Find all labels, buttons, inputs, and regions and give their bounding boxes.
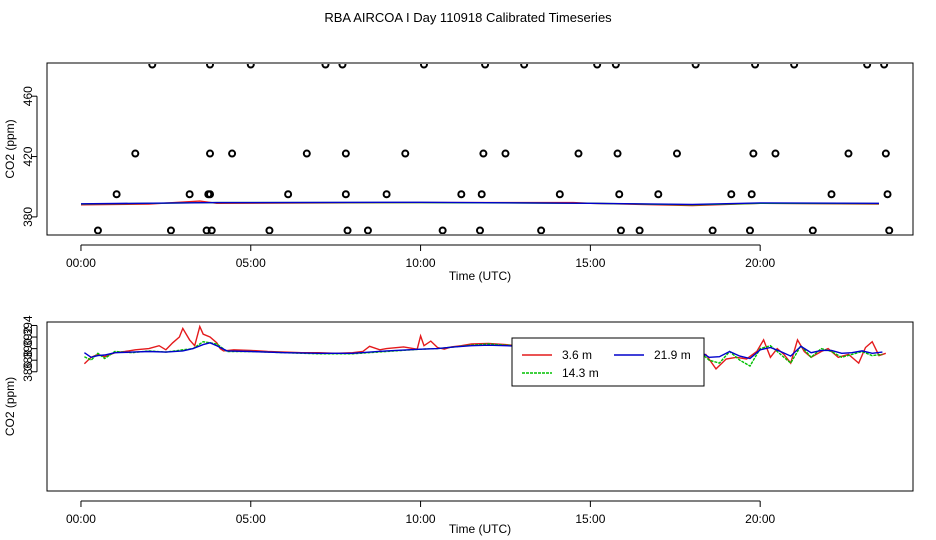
calibration-point <box>265 226 274 234</box>
calibration-point <box>790 64 799 69</box>
calibration-point <box>745 226 754 234</box>
x-tick-label: 15:00 <box>575 512 605 526</box>
series-line <box>84 340 883 374</box>
calibration-point <box>749 149 758 158</box>
calibration-point <box>635 226 644 234</box>
calibration-point <box>615 190 624 199</box>
calibration-point <box>477 190 486 199</box>
calibration-point <box>885 226 894 234</box>
calibration-point <box>112 190 121 199</box>
calibration-point <box>863 64 872 69</box>
calibration-point <box>246 64 255 69</box>
x-tick-label: 00:00 <box>66 512 96 526</box>
plot-frame <box>46 321 914 492</box>
x-tick-label: 15:00 <box>575 256 605 270</box>
calibration-point <box>672 149 681 158</box>
calibration-point <box>481 64 490 69</box>
calibration-point <box>771 149 780 158</box>
calibration-point <box>883 190 892 199</box>
calibration-point <box>321 64 330 69</box>
calibration-point <box>343 226 352 234</box>
calibration-point <box>827 190 836 199</box>
series-line <box>80 201 880 206</box>
y-tick-label: 394 <box>21 315 35 335</box>
calibration-point <box>880 64 889 69</box>
calibration-point <box>476 226 484 234</box>
legend-box <box>511 337 705 387</box>
calibration-point <box>438 226 447 234</box>
calibration-point <box>401 149 410 158</box>
calibration-point <box>844 149 853 158</box>
y-tick-label: 392 <box>21 327 35 347</box>
calibration-point <box>708 226 717 234</box>
x-tick-label: 10:00 <box>406 512 436 526</box>
data-layer <box>83 324 887 375</box>
x-tick-label: 20:00 <box>745 512 775 526</box>
plot-frame <box>46 62 914 236</box>
calibration-point <box>382 190 391 199</box>
calibration-point <box>727 190 736 199</box>
calibration-point <box>537 226 546 234</box>
calibration-point <box>574 149 583 158</box>
x-tick-label: 05:00 <box>236 256 266 270</box>
legend-label: 3.6 m <box>562 348 592 362</box>
y-tick-label: 388 <box>21 350 35 370</box>
chart-panel-1: 00:00 05:00 10:00 15:00 20:00 Time (UTC) 380 42… <box>3 62 914 283</box>
calibration-point <box>341 149 350 158</box>
calibration-point <box>363 226 372 234</box>
legend-label: 21.9 m <box>654 348 691 362</box>
calibration-point <box>207 226 216 234</box>
calibration-point <box>611 64 620 69</box>
calibration-point <box>881 149 890 158</box>
calibration-point <box>185 190 194 199</box>
calibration-point <box>148 64 157 69</box>
series-line <box>84 342 883 366</box>
calibration-point <box>479 149 488 158</box>
calibration-point <box>520 64 529 69</box>
calibration-point <box>613 149 622 158</box>
y-tick-label: 386 <box>21 361 35 381</box>
y-tick-label: 420 <box>21 146 35 166</box>
calibration-point <box>555 190 564 199</box>
calibration-point <box>419 64 428 69</box>
y-axis-label: CO2 (ppm) <box>3 119 17 178</box>
x-axis-label: Time (UTC) <box>449 269 511 283</box>
calibration-point <box>302 149 311 158</box>
x-tick-label: 10:00 <box>406 256 436 270</box>
y-tick-label: 380 <box>21 207 35 227</box>
calibration-point <box>751 64 760 69</box>
x-tick-label: 00:00 <box>66 256 96 270</box>
calibration-point <box>338 64 347 69</box>
data-layer <box>80 64 894 234</box>
calibration-point <box>341 190 350 199</box>
calibration-point <box>93 226 102 234</box>
calibration-point <box>808 226 817 234</box>
calibration-point <box>457 190 466 199</box>
calibration-point <box>654 190 663 199</box>
calibration-point <box>228 149 237 158</box>
legend: 3.6 m 14.3 m 21.9 m <box>511 337 705 387</box>
legend-label: 14.3 m <box>562 366 599 380</box>
page-title: RBA AIRCOA I Day 110918 Calibrated Times… <box>324 10 612 25</box>
calibration-point <box>691 64 700 69</box>
chart-panel-2: 00:00 05:00 10:00 15:00 20:00 Time (UTC) 38638… <box>3 315 914 536</box>
series-line <box>83 324 887 375</box>
x-tick-label: 05:00 <box>236 512 266 526</box>
x-axis-label: Time (UTC) <box>449 522 511 536</box>
y-tick-label: 390 <box>21 338 35 358</box>
y-axis-label: CO2 (ppm) <box>3 377 17 436</box>
x-tick-label: 20:00 <box>745 256 775 270</box>
calibration-point <box>206 64 215 69</box>
calibration-point <box>501 149 510 158</box>
calibration-point <box>616 226 625 234</box>
calibration-point <box>166 226 175 234</box>
calibration-point <box>747 190 756 199</box>
calibration-point <box>593 64 602 69</box>
calibration-point <box>206 149 215 158</box>
calibration-point <box>131 149 140 158</box>
calibration-point <box>284 190 293 199</box>
calibration-point <box>206 190 215 199</box>
y-tick-label: 460 <box>21 86 35 106</box>
